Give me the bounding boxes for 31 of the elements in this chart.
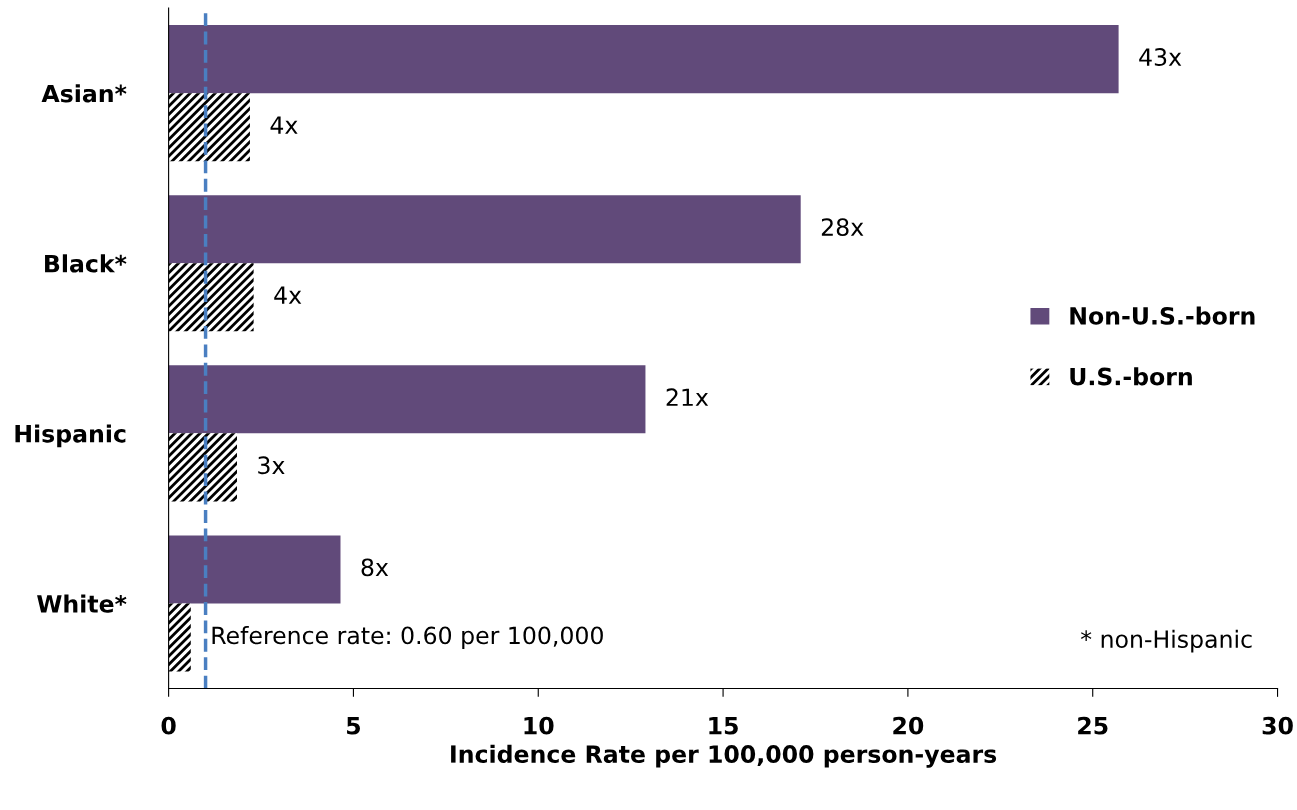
y-tick-label: White* (37, 594, 127, 613)
annotation: Reference rate: 0.60 per 100,000 (212, 626, 603, 649)
annotation: 3x (258, 456, 285, 475)
bar (168, 433, 237, 502)
annotation: 21x (666, 388, 709, 406)
legend-label: U.S.-born (1070, 367, 1192, 386)
bar (168, 25, 1119, 94)
bar (168, 263, 254, 332)
annotation: 4x (270, 116, 298, 134)
x-axis-title: Incidence Rate per 100,000 person-years (451, 744, 997, 768)
x-tick-label: 25 (1078, 716, 1108, 735)
annotation: 4x (274, 286, 302, 304)
x-tick-label: 30 (1262, 716, 1293, 735)
bar (168, 93, 250, 162)
x-tick-label: 15 (709, 717, 738, 735)
bar (168, 365, 646, 434)
x-tick-label: 10 (524, 716, 554, 735)
legend-label: Non-U.S.-born (1070, 306, 1255, 325)
annotation: 43x (1139, 48, 1182, 66)
annotation: 8x (361, 558, 389, 577)
bar (168, 535, 341, 604)
annotation: 28x (821, 218, 864, 237)
y-tick-label: Hispanic (15, 424, 126, 448)
bar (168, 195, 801, 264)
y-tick-label: Asian* (41, 84, 127, 103)
bar (168, 603, 191, 672)
annotation: * non-Hispanic (1080, 629, 1252, 653)
y-tick-label: Black* (45, 254, 127, 273)
x-tick-label: 20 (893, 716, 924, 735)
x-tick-label: 5 (347, 717, 360, 735)
x-tick-label: 0 (161, 716, 176, 735)
